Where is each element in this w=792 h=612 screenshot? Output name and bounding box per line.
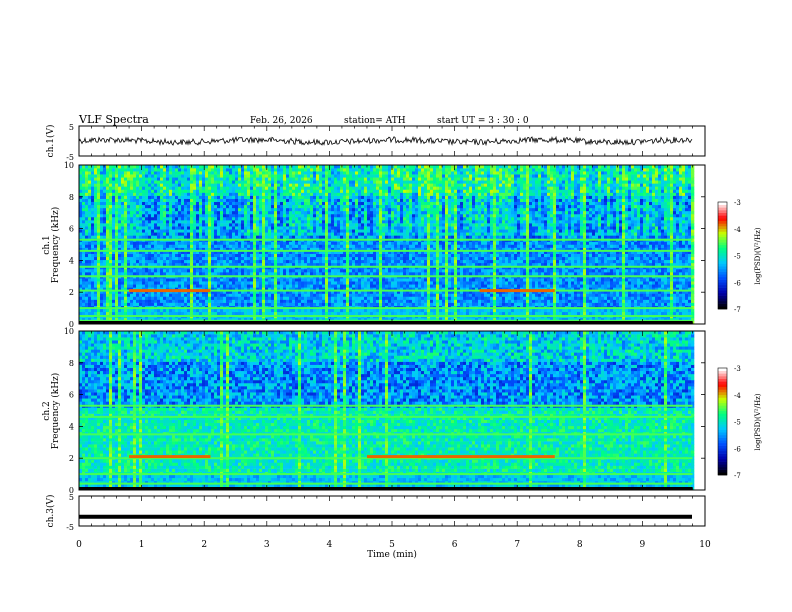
- x-tick-label: 10: [699, 540, 711, 550]
- spec2-ytick-label: 4: [69, 422, 74, 431]
- spec1-ytick-label: 6: [69, 225, 74, 234]
- cb2-tick-label: -3: [734, 365, 741, 373]
- x-tick-label: 0: [76, 540, 82, 550]
- ch3-ytick-bottom: -5: [66, 523, 74, 532]
- x-tick-label: 1: [139, 540, 145, 550]
- ch2-spectrogram-panel: 0 2 4 6 8 10 ch.2 Frequency (kHz): [42, 327, 706, 495]
- cb1-tick-label: -5: [734, 253, 741, 261]
- cb1-tick-label: -4: [734, 226, 741, 234]
- ch2-spec-ylabel: Frequency (kHz): [50, 373, 61, 450]
- x-tick-label: 6: [452, 540, 458, 550]
- spec2-ytick-label: 10: [64, 327, 74, 336]
- ch3-ytick-top: 5: [69, 493, 74, 502]
- x-tick-label: 4: [327, 540, 333, 550]
- station-label: station= ATH: [344, 116, 406, 126]
- cb2-tick-label: -7: [734, 472, 741, 480]
- ch1-colorbar: -3 -4 -5 -6 -7 log(PSD)(V²/Hz): [717, 199, 762, 314]
- ch1-spectrogram-panel: 0 2 4 6 8 10 ch.1 Frequency (kHz): [42, 161, 706, 329]
- ch2-spec-channel-label: ch.2: [42, 401, 52, 420]
- cb2-tick-label: -6: [734, 445, 741, 453]
- ch1-waveform-panel: 5 -5 ch.1(V): [45, 123, 706, 162]
- start-time-label: start UT = 3 : 30 : 0: [437, 116, 529, 126]
- date-label: Feb. 26, 2026: [250, 116, 313, 126]
- x-tick-label: 3: [264, 540, 270, 550]
- cb1-tick-label: -6: [734, 279, 741, 287]
- cb1-tick-label: -7: [734, 306, 741, 314]
- spec2-ytick-label: 2: [69, 454, 74, 463]
- x-tick-label: 5: [389, 540, 395, 550]
- ch2-spectrogram-image: [79, 331, 695, 491]
- ch1-ylabel: ch.1(V): [45, 125, 56, 158]
- ch2-colorbar-label: log(PSD)(V²/Hz): [754, 393, 762, 450]
- cb1-tick-label: -3: [734, 199, 741, 207]
- spec2-ytick-label: 6: [69, 391, 74, 400]
- cb2-tick-label: -5: [734, 419, 741, 427]
- ch1-ytick-bottom: -5: [66, 153, 74, 162]
- x-tick-label: 9: [640, 540, 646, 550]
- ch1-spec-channel-label: ch.1: [42, 235, 52, 254]
- ch1-colorbar-label: log(PSD)(V²/Hz): [754, 227, 762, 284]
- spec2-ytick-label: 8: [69, 359, 74, 368]
- cb2-tick-label: -4: [734, 392, 741, 400]
- ch3-waveform-panel: 5 -5 ch.3(V): [45, 493, 706, 532]
- x-axis-label: Time (min): [367, 549, 417, 560]
- spec1-ytick-label: 10: [64, 161, 74, 170]
- spec1-ytick-label: 4: [69, 256, 74, 265]
- spec1-ytick-label: 8: [69, 193, 74, 202]
- ch1-ytick-top: 5: [69, 123, 74, 132]
- ch1-spectrogram-image: [79, 165, 695, 325]
- x-tick-label: 2: [201, 540, 207, 550]
- ch1-spec-ylabel: Frequency (kHz): [50, 207, 61, 284]
- spec1-ytick-label: 0: [69, 320, 74, 329]
- time-axis: 0 1 2 3 4 5 6 7 8 9 10: [76, 126, 711, 550]
- x-tick-label: 7: [514, 540, 520, 550]
- x-tick-label: 8: [577, 540, 583, 550]
- figure-title: VLF Spectra: [78, 113, 149, 126]
- spec1-ytick-label: 2: [69, 288, 74, 297]
- spec2-ytick-label: 0: [69, 486, 74, 495]
- ch3-ylabel: ch.3(V): [45, 495, 56, 528]
- ch2-colorbar: -3 -4 -5 -6 -7 log(PSD)(V²/Hz): [717, 365, 762, 480]
- ch1-waveform-line: [78, 135, 693, 147]
